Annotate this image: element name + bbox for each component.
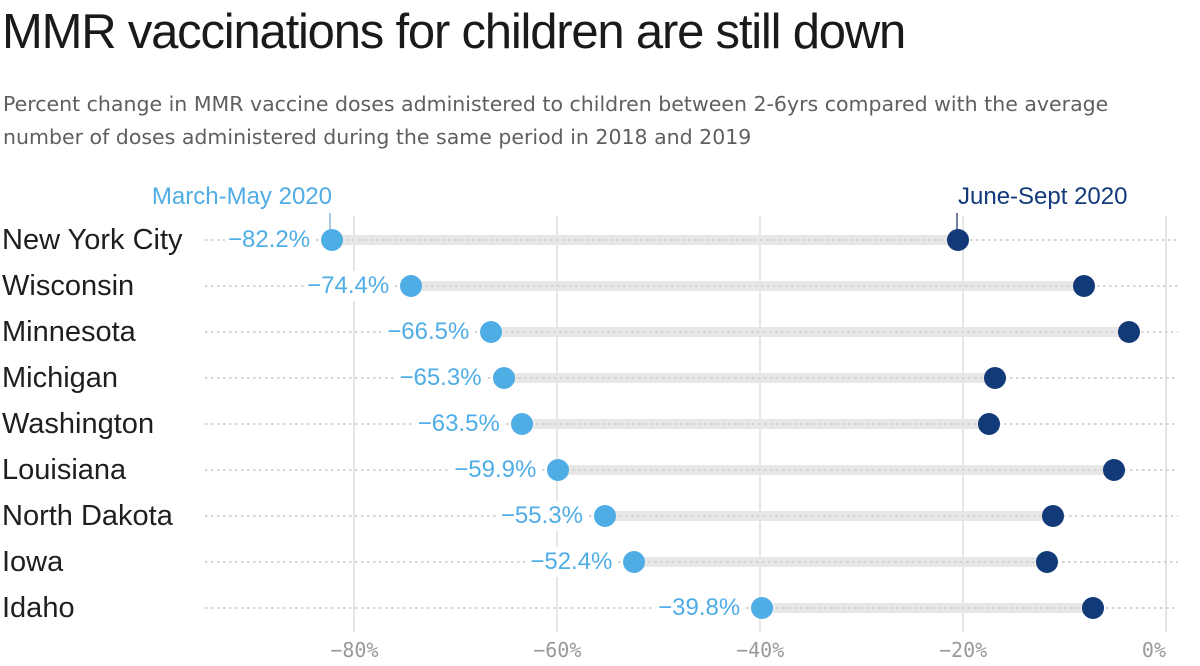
leader-dotted-line xyxy=(205,285,306,287)
chart-title: MMR vaccinations for children are still … xyxy=(2,5,906,59)
leader-dotted-line xyxy=(205,561,529,563)
leader-dotted-line xyxy=(316,239,1178,241)
march-may-value-label: −59.9% xyxy=(451,455,540,485)
leader-dotted-line xyxy=(475,331,1178,333)
june-sept-dot xyxy=(947,229,970,251)
legend-pointer-june-sept xyxy=(956,213,958,230)
leader-dotted-line xyxy=(205,377,398,379)
dumbbell-chart: March-May 2020 June-Sept 2020 New York C… xyxy=(0,182,1200,666)
march-may-dot xyxy=(400,275,423,297)
x-tick-label: 0% xyxy=(1141,638,1166,662)
x-tick-label: −80% xyxy=(330,638,379,662)
leader-dotted-line xyxy=(618,561,1178,563)
row-label: Idaho xyxy=(2,592,75,624)
june-sept-dot xyxy=(1103,459,1126,481)
row-label: Louisiana xyxy=(2,454,127,486)
june-sept-dot xyxy=(983,367,1006,389)
june-sept-dot xyxy=(1081,597,1104,619)
june-sept-dot xyxy=(1042,505,1065,527)
leader-dotted-line xyxy=(205,239,227,241)
june-sept-dot xyxy=(1118,321,1141,343)
leader-dotted-line xyxy=(487,377,1178,379)
march-may-dot xyxy=(480,321,503,343)
row-label: Minnesota xyxy=(2,316,136,348)
subtitle-line-1: Percent change in MMR vaccine doses admi… xyxy=(3,92,1109,116)
march-may-dot xyxy=(547,459,570,481)
march-may-dot xyxy=(492,367,515,389)
legend-march-may-2020: March-May 2020 xyxy=(151,183,332,210)
legend-june-sept-2020: June-Sept 2020 xyxy=(958,183,1128,210)
march-may-dot xyxy=(510,413,533,435)
march-may-value-label: −65.3% xyxy=(396,363,485,393)
june-sept-dot xyxy=(978,413,1001,435)
leader-dotted-line xyxy=(205,515,499,517)
march-may-value-label: −63.5% xyxy=(414,409,503,439)
leader-dotted-line xyxy=(395,285,1178,287)
march-may-value-label: −82.2% xyxy=(225,225,314,255)
x-tick-label: −40% xyxy=(736,638,785,662)
march-may-dot xyxy=(623,551,646,573)
leader-dotted-line xyxy=(746,607,1178,609)
x-tick-label: −60% xyxy=(533,638,582,662)
leader-dotted-line xyxy=(205,469,453,471)
march-may-value-label: −66.5% xyxy=(384,317,473,347)
march-may-value-label: −52.4% xyxy=(527,547,616,577)
row-label: Washington xyxy=(2,408,155,440)
leader-dotted-line xyxy=(505,423,1178,425)
row-label: Wisconsin xyxy=(2,270,135,302)
row-label: Iowa xyxy=(2,546,64,578)
leader-dotted-line xyxy=(205,607,657,609)
march-may-dot xyxy=(593,505,616,527)
row-label: New York City xyxy=(2,224,183,256)
chart-subtitle: Percent change in MMR vaccine doses admi… xyxy=(3,88,1163,154)
leader-dotted-line xyxy=(588,515,1178,517)
x-tick-label: −20% xyxy=(939,638,988,662)
legend-pointer-march-may xyxy=(329,213,331,230)
march-may-value-label: −39.8% xyxy=(655,593,744,623)
march-may-dot xyxy=(321,229,344,251)
leader-dotted-line xyxy=(542,469,1178,471)
row-label: North Dakota xyxy=(2,500,173,532)
march-may-value-label: −74.4% xyxy=(304,271,393,301)
june-sept-dot xyxy=(1036,551,1059,573)
june-sept-dot xyxy=(1072,275,1095,297)
subtitle-line-2: number of doses administered during the … xyxy=(3,125,752,149)
leader-dotted-line xyxy=(205,423,416,425)
march-may-dot xyxy=(751,597,774,619)
leader-dotted-line xyxy=(205,331,386,333)
row-label: Michigan xyxy=(2,362,119,394)
march-may-value-label: −55.3% xyxy=(497,501,586,531)
